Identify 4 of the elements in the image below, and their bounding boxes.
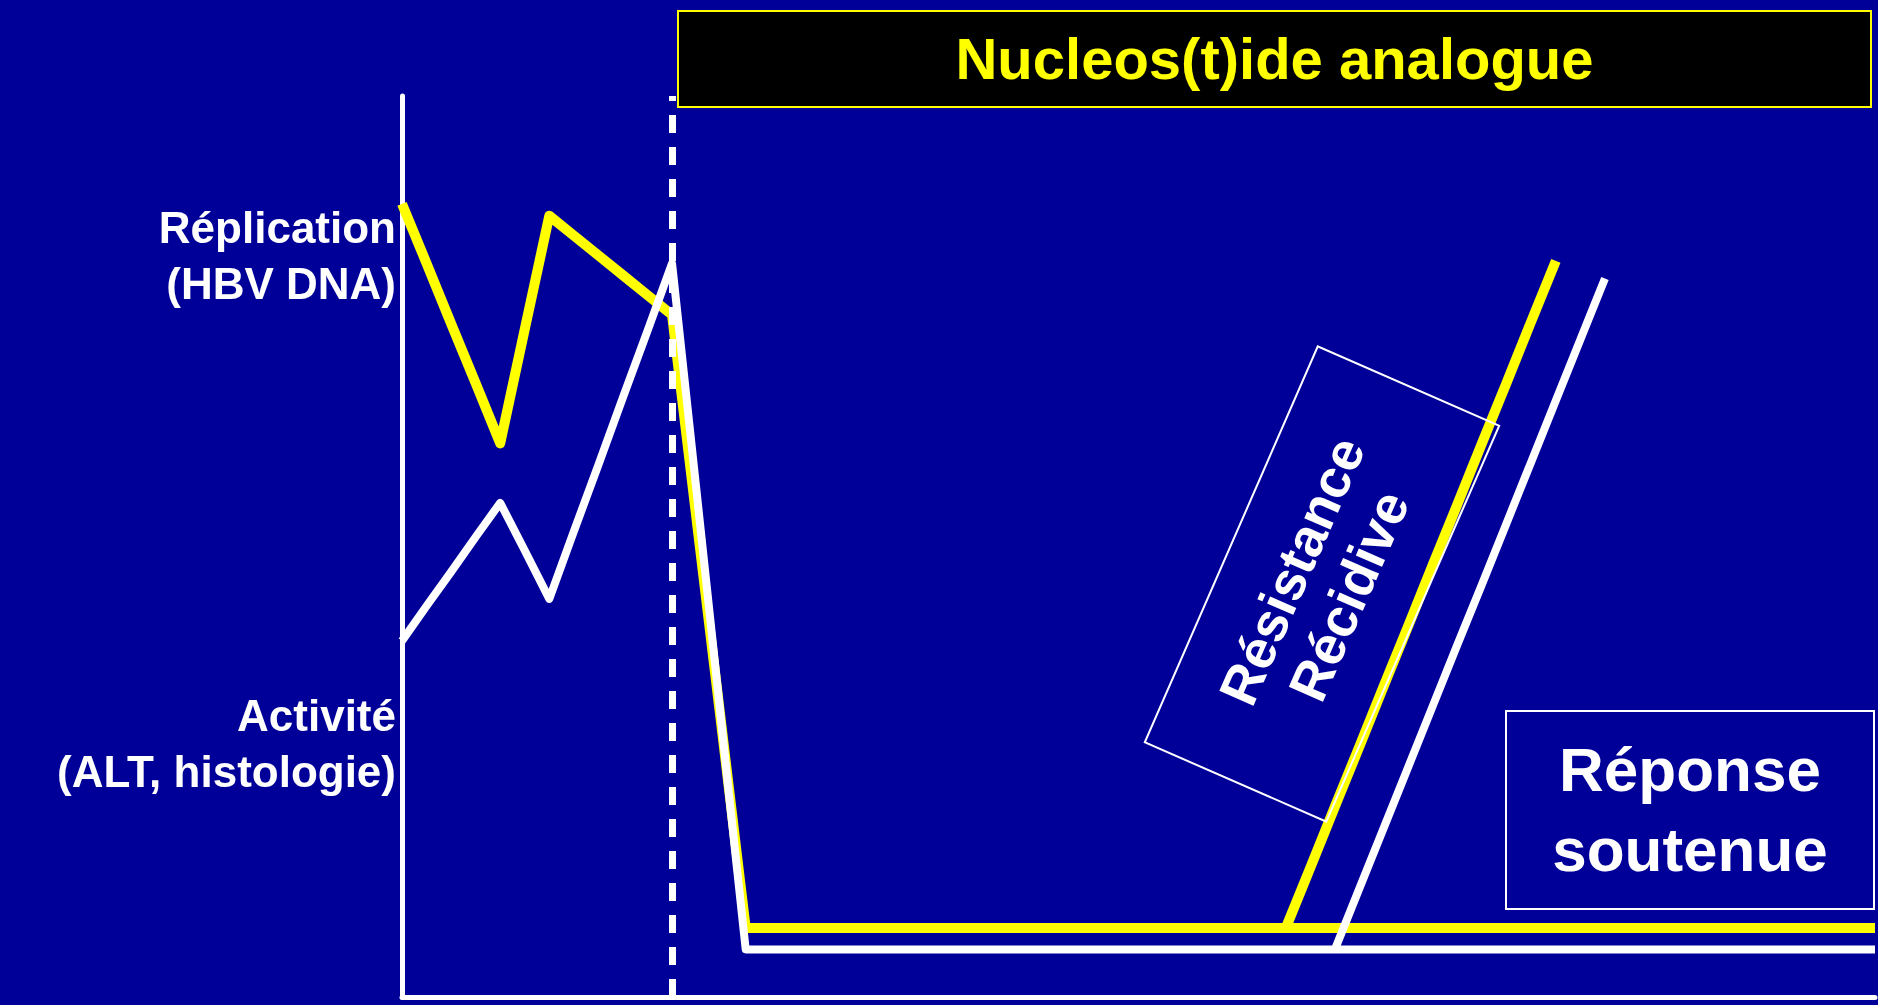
annotation: Réponse soutenue [1505, 710, 1875, 910]
series-label: Réplication (HBV DNA) [157, 202, 397, 310]
series-label: Activité (ALT, histologie) [56, 690, 397, 798]
text: Nucleos(t)ide analogue [677, 10, 1872, 108]
